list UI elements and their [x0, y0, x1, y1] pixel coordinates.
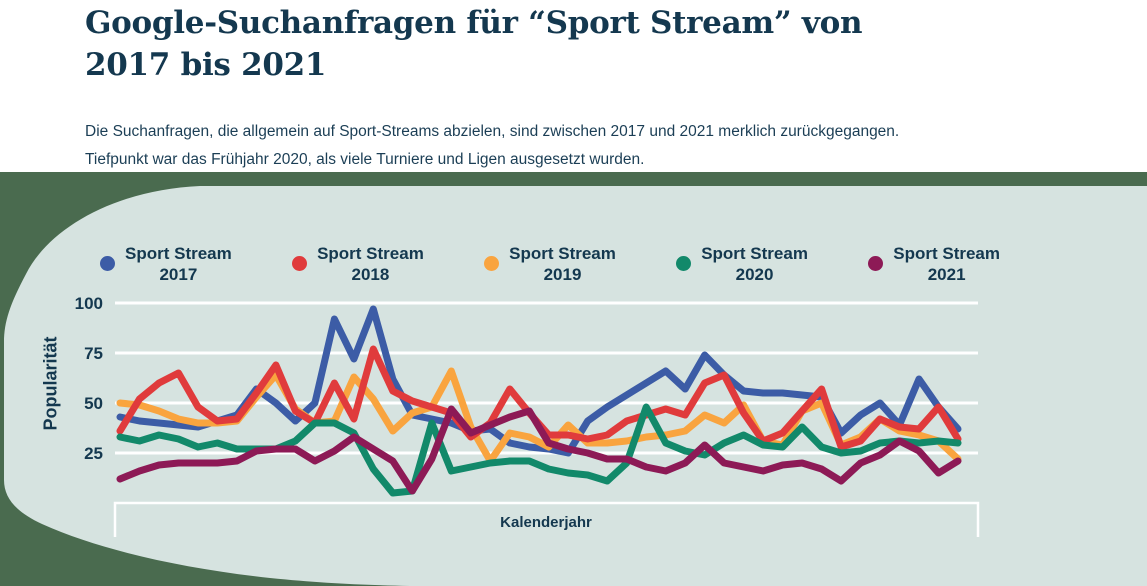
legend-label-2019: Sport Stream 2019: [509, 244, 616, 284]
legend-label-2018: Sport Stream 2018: [317, 244, 424, 284]
legend-item-2019: Sport Stream 2019: [484, 243, 616, 285]
page-title-line1: Google-Suchanfragen für “Sport Stream” v…: [85, 5, 863, 41]
page-subtitle-line2: Tiefpunkt war das Frühjahr 2020, als vie…: [85, 151, 645, 168]
page-title: Google-Suchanfragen für “Sport Stream” v…: [85, 2, 1065, 86]
legend-label-2017: Sport Stream 2017: [125, 244, 232, 284]
x-axis-title: Kalenderjahr: [500, 514, 592, 531]
y-tick-75: 75: [84, 344, 103, 363]
legend-dot-icon-2017: [100, 256, 115, 271]
legend-label-2021: Sport Stream 2021: [893, 244, 1000, 284]
legend-item-2020: Sport Stream 2020: [676, 243, 808, 285]
panel-blob-shape: [4, 186, 1147, 586]
legend-dot-icon-2018: [292, 256, 308, 271]
legend-dot-icon-2021: [868, 256, 884, 271]
series-line-2021: [116, 405, 962, 495]
legend-dot-icon-2019: [484, 256, 500, 271]
y-tick-25: 25: [84, 444, 103, 463]
legend-item-2021: Sport Stream 2021: [868, 243, 1000, 285]
legend-label-2020: Sport Stream 2020: [701, 244, 808, 284]
x-axis-bracket: [113, 501, 980, 537]
page-subtitle-line1: Die Suchanfragen, die allgemein auf Spor…: [85, 123, 900, 140]
chart-legend: Sport Stream 2017 Sport Stream 2018 Sport St…: [100, 243, 1000, 285]
page-title-line2: 2017 bis 2021: [85, 47, 327, 83]
page-subtitle: Die Suchanfragen, die allgemein auf Spor…: [85, 118, 1085, 174]
legend-dot-icon-2020: [676, 256, 692, 271]
y-tick-50: 50: [84, 394, 103, 413]
panel-blob-path: [4, 186, 1147, 586]
y-tick-100: 100: [75, 294, 103, 313]
legend-item-2017: Sport Stream 2017: [100, 243, 232, 285]
legend-item-2018: Sport Stream 2018: [292, 243, 424, 285]
